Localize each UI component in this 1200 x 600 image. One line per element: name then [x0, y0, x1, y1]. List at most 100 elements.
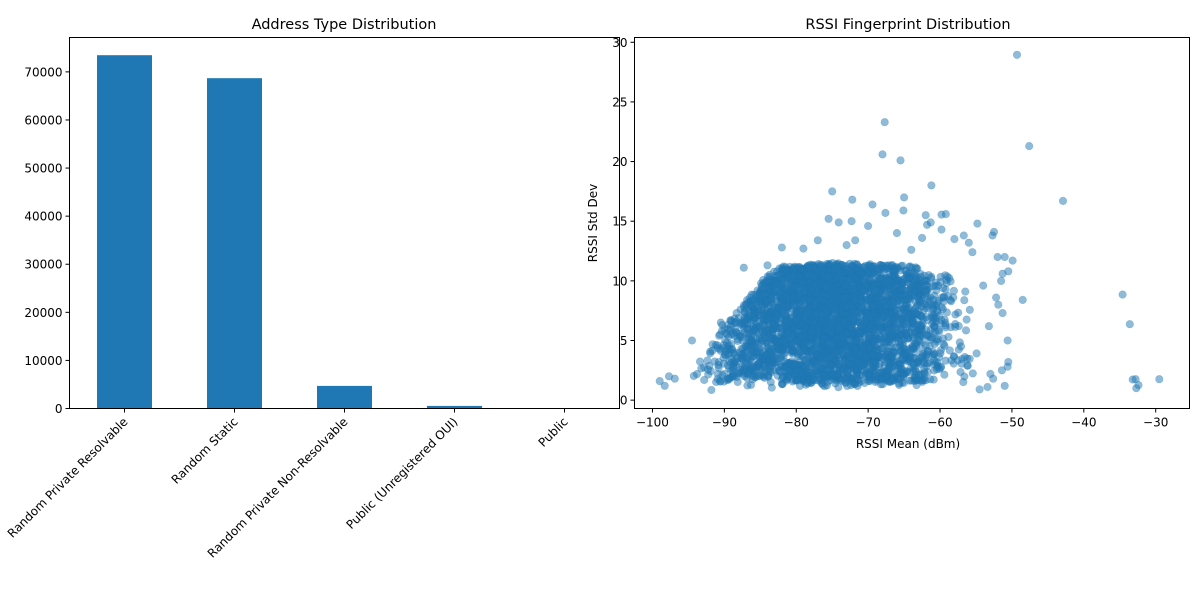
- scatter-point: [899, 372, 908, 381]
- scatter-y-tick-label: 30: [612, 36, 627, 50]
- scatter-point: [732, 309, 741, 318]
- bar-chart-frame: [69, 37, 620, 409]
- scatter-point: [706, 347, 715, 356]
- scatter-point: [858, 343, 867, 352]
- scatter-point: [859, 270, 868, 279]
- scatter-point: [983, 382, 992, 392]
- scatter-point: [879, 312, 888, 322]
- scatter-point: [753, 360, 763, 369]
- scatter-point: [818, 378, 827, 388]
- scatter-point: [998, 309, 1007, 318]
- scatter-point: [905, 356, 915, 366]
- bar-y-tick-label: 50000: [24, 162, 62, 176]
- scatter-point: [827, 329, 836, 338]
- bar-x-tick-label: Public (Unregistered OUI): [343, 415, 460, 532]
- scatter-point: [775, 289, 784, 298]
- scatter-point: [738, 344, 748, 354]
- bar-0: [97, 55, 152, 409]
- scatter-point: [743, 325, 752, 335]
- scatter-point: [866, 324, 875, 333]
- scatter-point: [833, 287, 842, 296]
- scatter-point: [842, 241, 851, 250]
- scatter-point: [895, 338, 904, 347]
- scatter-point: [813, 290, 822, 299]
- scatter-point: [703, 365, 713, 374]
- scatter-point: [917, 298, 926, 308]
- bar-3: [427, 405, 482, 409]
- scatter-point: [989, 374, 998, 383]
- scatter-x-axis-label: RSSI Mean (dBm): [856, 437, 960, 451]
- scatter-point: [799, 244, 808, 253]
- scatter-point: [887, 376, 896, 385]
- scatter-point: [886, 297, 895, 307]
- scatter-point: [923, 315, 932, 325]
- scatter-point: [772, 279, 781, 289]
- scatter-point: [975, 385, 984, 394]
- bar-1: [207, 78, 262, 409]
- bar-x-tick-label: Random Static: [169, 415, 241, 487]
- scatter-point: [964, 238, 973, 247]
- scatter-chart-title: RSSI Fingerprint Distribution: [805, 17, 1010, 33]
- scatter-point: [912, 373, 921, 382]
- scatter-point: [782, 376, 791, 385]
- scatter-x-tick-label: −50: [999, 416, 1024, 430]
- scatter-point: [811, 310, 821, 319]
- scatter-point: [714, 331, 724, 340]
- scatter-point: [892, 280, 901, 289]
- scatter-point: [926, 218, 935, 227]
- scatter-point: [799, 361, 808, 370]
- bar-x-tick-label: Random Private Resolvable: [5, 415, 131, 541]
- scatter-point: [863, 352, 872, 361]
- scatter-point: [908, 318, 918, 327]
- scatter-point: [853, 374, 862, 384]
- scatter-point: [968, 248, 977, 257]
- scatter-point: [740, 307, 749, 317]
- scatter-point: [903, 311, 913, 320]
- scatter-point: [778, 337, 787, 346]
- scatter-point: [894, 380, 904, 390]
- scatter-point: [767, 292, 776, 302]
- scatter-point: [878, 150, 887, 159]
- bar-y-tick-label: 70000: [24, 65, 62, 79]
- scatter-point: [695, 357, 705, 366]
- bar-y-tick-label: 60000: [24, 113, 62, 127]
- scatter-point: [754, 308, 763, 317]
- scatter-point: [886, 341, 895, 351]
- scatter-point: [804, 271, 813, 280]
- scatter-point: [927, 181, 936, 190]
- bar-y-tick-label: 10000: [24, 354, 62, 368]
- scatter-point: [725, 374, 734, 383]
- scatter-point: [904, 274, 913, 283]
- scatter-point: [834, 218, 843, 227]
- scatter-point: [910, 339, 920, 348]
- scatter-point: [819, 371, 829, 381]
- scatter-point: [831, 305, 840, 314]
- scatter-y-tick-label: 5: [620, 334, 628, 348]
- scatter-point: [1125, 320, 1134, 329]
- scatter-point: [871, 358, 880, 367]
- scatter-x-tick-label: −40: [1071, 416, 1096, 430]
- bar-y-tick-label: 40000: [24, 210, 62, 224]
- scatter-point: [885, 324, 895, 333]
- scatter-point: [806, 352, 816, 362]
- bar-x-axis: Random Private Resolvable Random StaticRa…: [5, 408, 571, 561]
- scatter-point: [939, 293, 948, 302]
- scatter-point: [815, 353, 825, 362]
- scatter-point: [1025, 142, 1034, 151]
- scatter-point: [866, 364, 875, 373]
- scatter-point: [790, 300, 799, 310]
- scatter-point: [956, 342, 966, 351]
- scatter-point: [979, 281, 988, 290]
- scatter-point: [842, 373, 852, 382]
- scatter-point: [870, 278, 879, 287]
- scatter-point: [804, 263, 813, 272]
- scatter-point: [933, 299, 942, 308]
- scatter-x-tick-label: −80: [784, 416, 809, 430]
- scatter-point: [729, 363, 738, 372]
- scatter-point: [959, 231, 968, 240]
- scatter-point: [853, 308, 862, 317]
- scatter-point: [822, 360, 831, 369]
- scatter-point: [828, 187, 837, 196]
- scatter-point: [795, 307, 805, 316]
